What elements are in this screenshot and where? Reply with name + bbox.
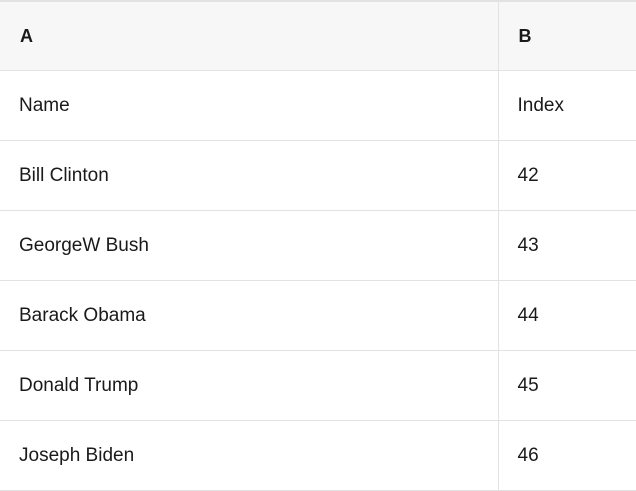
table-row: Barack Obama 44 (0, 280, 636, 351)
cell-index[interactable]: 42 (498, 140, 636, 211)
table-row: Donald Trump 45 (0, 350, 636, 421)
cell-index[interactable]: 44 (498, 280, 636, 351)
column-header-b[interactable]: B (498, 2, 636, 71)
cell-index[interactable]: 46 (498, 420, 636, 491)
column-header-a[interactable]: A (0, 2, 499, 71)
cell-index[interactable]: Index (498, 70, 636, 141)
column-header-row: A B (0, 2, 636, 71)
table-row: Name Index (0, 70, 636, 141)
cell-name[interactable]: GeorgeW Bush (0, 210, 499, 281)
cell-name[interactable]: Bill Clinton (0, 140, 499, 211)
cell-name[interactable]: Donald Trump (0, 350, 499, 421)
cell-name[interactable]: Barack Obama (0, 280, 499, 351)
table-row: Bill Clinton 42 (0, 140, 636, 211)
cell-name[interactable]: Joseph Biden (0, 420, 499, 491)
table-row: Joseph Biden 46 (0, 420, 636, 491)
cell-index[interactable]: 45 (498, 350, 636, 421)
cell-name[interactable]: Name (0, 70, 499, 141)
cell-index[interactable]: 43 (498, 210, 636, 281)
table-row: GeorgeW Bush 43 (0, 210, 636, 281)
